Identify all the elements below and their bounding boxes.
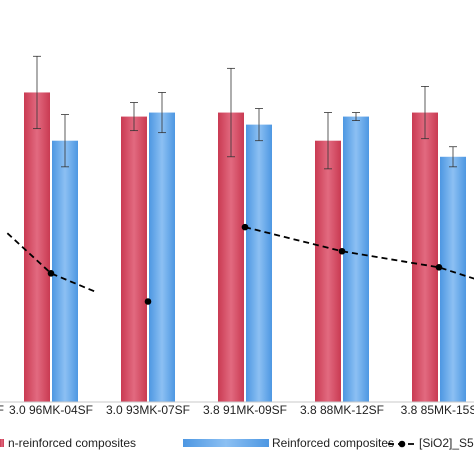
legend-swatch-reinforced-bar bbox=[183, 439, 269, 447]
line-point-3 bbox=[338, 247, 346, 255]
bar-reinforced-4 bbox=[440, 156, 466, 402]
x-tick-label-4: 3.8 85MK-15S bbox=[401, 403, 474, 417]
line-point-1 bbox=[144, 298, 152, 305]
legend-label-non-reinforced: n-reinforced composites bbox=[8, 436, 136, 450]
bar-reinforced-2 bbox=[246, 124, 272, 403]
bar-reinforced-3 bbox=[343, 116, 369, 402]
legend-marker-sio2 bbox=[398, 440, 406, 448]
legend: n-reinforced composites Reinforced compos… bbox=[0, 436, 474, 450]
legend-label-sio2: [SiO2]_S5 bbox=[419, 436, 474, 450]
line-point-2 bbox=[241, 223, 249, 231]
line-point-0 bbox=[47, 270, 55, 277]
bar-non-reinforced-2 bbox=[218, 112, 244, 402]
bar-reinforced-1 bbox=[149, 112, 175, 402]
line-point-4 bbox=[435, 264, 443, 271]
line-segment-2 bbox=[244, 226, 474, 280]
x-tick-label-partial: F bbox=[0, 403, 4, 417]
plot-area bbox=[6, 55, 474, 403]
legend-swatch-non-reinforced bbox=[0, 439, 4, 447]
bar-non-reinforced-1 bbox=[121, 116, 147, 402]
line-segment-0 bbox=[6, 232, 95, 293]
x-tick-label-3: 3.8 88MK-12SF bbox=[300, 403, 384, 417]
bar-non-reinforced-4 bbox=[412, 112, 438, 402]
bar-non-reinforced-3 bbox=[315, 140, 341, 402]
x-tick-label-0: 3.0 96MK-04SF bbox=[9, 403, 93, 417]
legend-label-reinforced: Reinforced composites bbox=[272, 436, 394, 450]
bar-reinforced-0 bbox=[52, 140, 78, 402]
x-tick-label-1: 3.0 93MK-07SF bbox=[106, 403, 190, 417]
x-tick-label-2: 3.8 91MK-09SF bbox=[203, 403, 287, 417]
bar-non-reinforced-0 bbox=[24, 92, 50, 403]
x-tick-labels: F 3.0 96MK-04SF 3.0 93MK-07SF 3.8 91MK-09SF… bbox=[0, 403, 474, 417]
